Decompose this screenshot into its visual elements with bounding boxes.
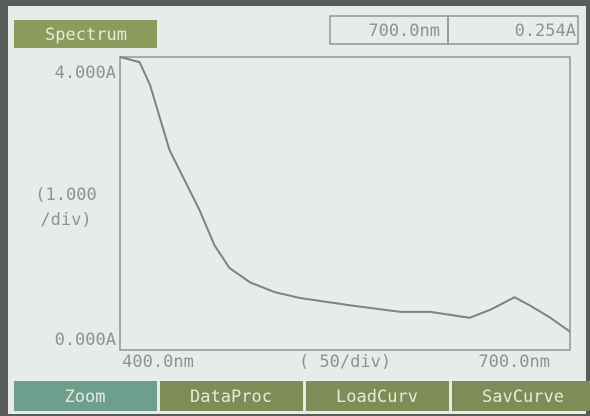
x-scale-label: ( 50/div) xyxy=(299,352,391,372)
y-tick-label: 0.000A xyxy=(55,330,116,350)
x-tick-label: 400.0nm xyxy=(122,352,194,372)
button-label: DataProc xyxy=(190,387,272,407)
button-label: SavCurve xyxy=(482,387,564,407)
cursor-wavelength: 700.0nm xyxy=(368,21,440,41)
button-label: Zoom xyxy=(65,387,106,407)
screen-title: Spectrum xyxy=(45,25,127,45)
y-scale-label: /div) xyxy=(40,210,91,230)
y-tick-label: 4.000A xyxy=(55,63,116,83)
screen: Spectrum 700.0nm 0.254A (1.000 /div) ( 5… xyxy=(0,0,590,416)
cursor-absorbance: 0.254A xyxy=(515,21,576,41)
button-label: LoadCurv xyxy=(336,387,418,407)
x-tick-label: 700.0nm xyxy=(478,352,550,372)
y-scale-label: (1.000 xyxy=(35,185,96,205)
